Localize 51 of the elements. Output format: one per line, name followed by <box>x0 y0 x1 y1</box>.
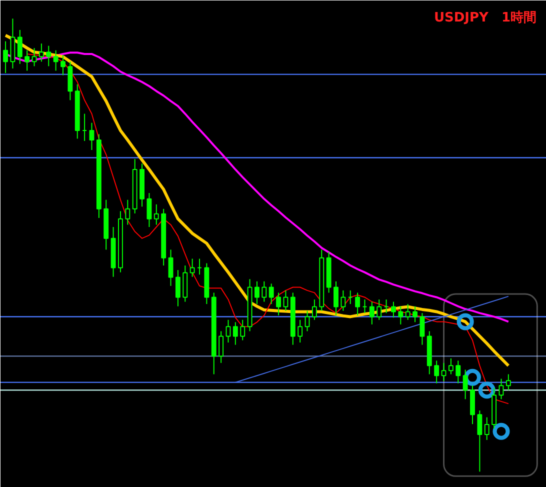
candlestick <box>38 43 44 62</box>
candlestick <box>268 283 274 305</box>
candlestick <box>420 312 425 346</box>
candlestick <box>398 306 404 325</box>
candlestick <box>506 374 511 391</box>
candlestick <box>226 319 231 344</box>
candlestick <box>32 48 37 67</box>
candlestick <box>168 249 174 286</box>
candlestick <box>334 280 338 316</box>
candlestick <box>434 360 440 384</box>
point <box>464 368 482 386</box>
candlestick <box>355 292 360 316</box>
candlestick <box>448 358 454 375</box>
candlestick <box>441 362 446 382</box>
candlestick <box>312 298 317 320</box>
candlestick <box>24 50 30 72</box>
chart-title: USDJPY 1時間 <box>434 10 537 26</box>
candlestick <box>391 301 396 318</box>
candlestick <box>462 369 468 400</box>
candlestick <box>89 122 94 150</box>
candlestick <box>484 416 490 440</box>
candlestick <box>190 258 195 278</box>
point <box>456 313 474 330</box>
candlestick <box>254 280 260 305</box>
candlestick <box>340 290 346 312</box>
candlestick <box>412 306 418 323</box>
candlestick <box>376 298 382 320</box>
candlestick <box>232 322 238 346</box>
candlestick <box>283 290 288 312</box>
point <box>492 422 510 440</box>
candlestick <box>262 280 267 302</box>
candlestick <box>125 199 130 226</box>
candlestick <box>477 410 482 472</box>
candlestick <box>146 192 152 228</box>
point <box>478 382 496 399</box>
candlestick <box>218 330 224 364</box>
candlestick <box>456 360 461 384</box>
candlestick <box>304 310 310 332</box>
candlestick <box>240 319 246 341</box>
candlestick <box>498 378 504 400</box>
candlestick <box>60 54 66 76</box>
candlestick <box>154 204 159 226</box>
candlestick <box>53 50 58 72</box>
candlestick <box>369 301 374 325</box>
candlestick <box>405 304 410 320</box>
candlestick <box>3 40 8 74</box>
candlestick <box>17 29 22 64</box>
candlestick <box>276 292 282 316</box>
candlestick <box>298 319 303 344</box>
candlestick <box>46 45 52 67</box>
candlestick <box>175 270 180 307</box>
